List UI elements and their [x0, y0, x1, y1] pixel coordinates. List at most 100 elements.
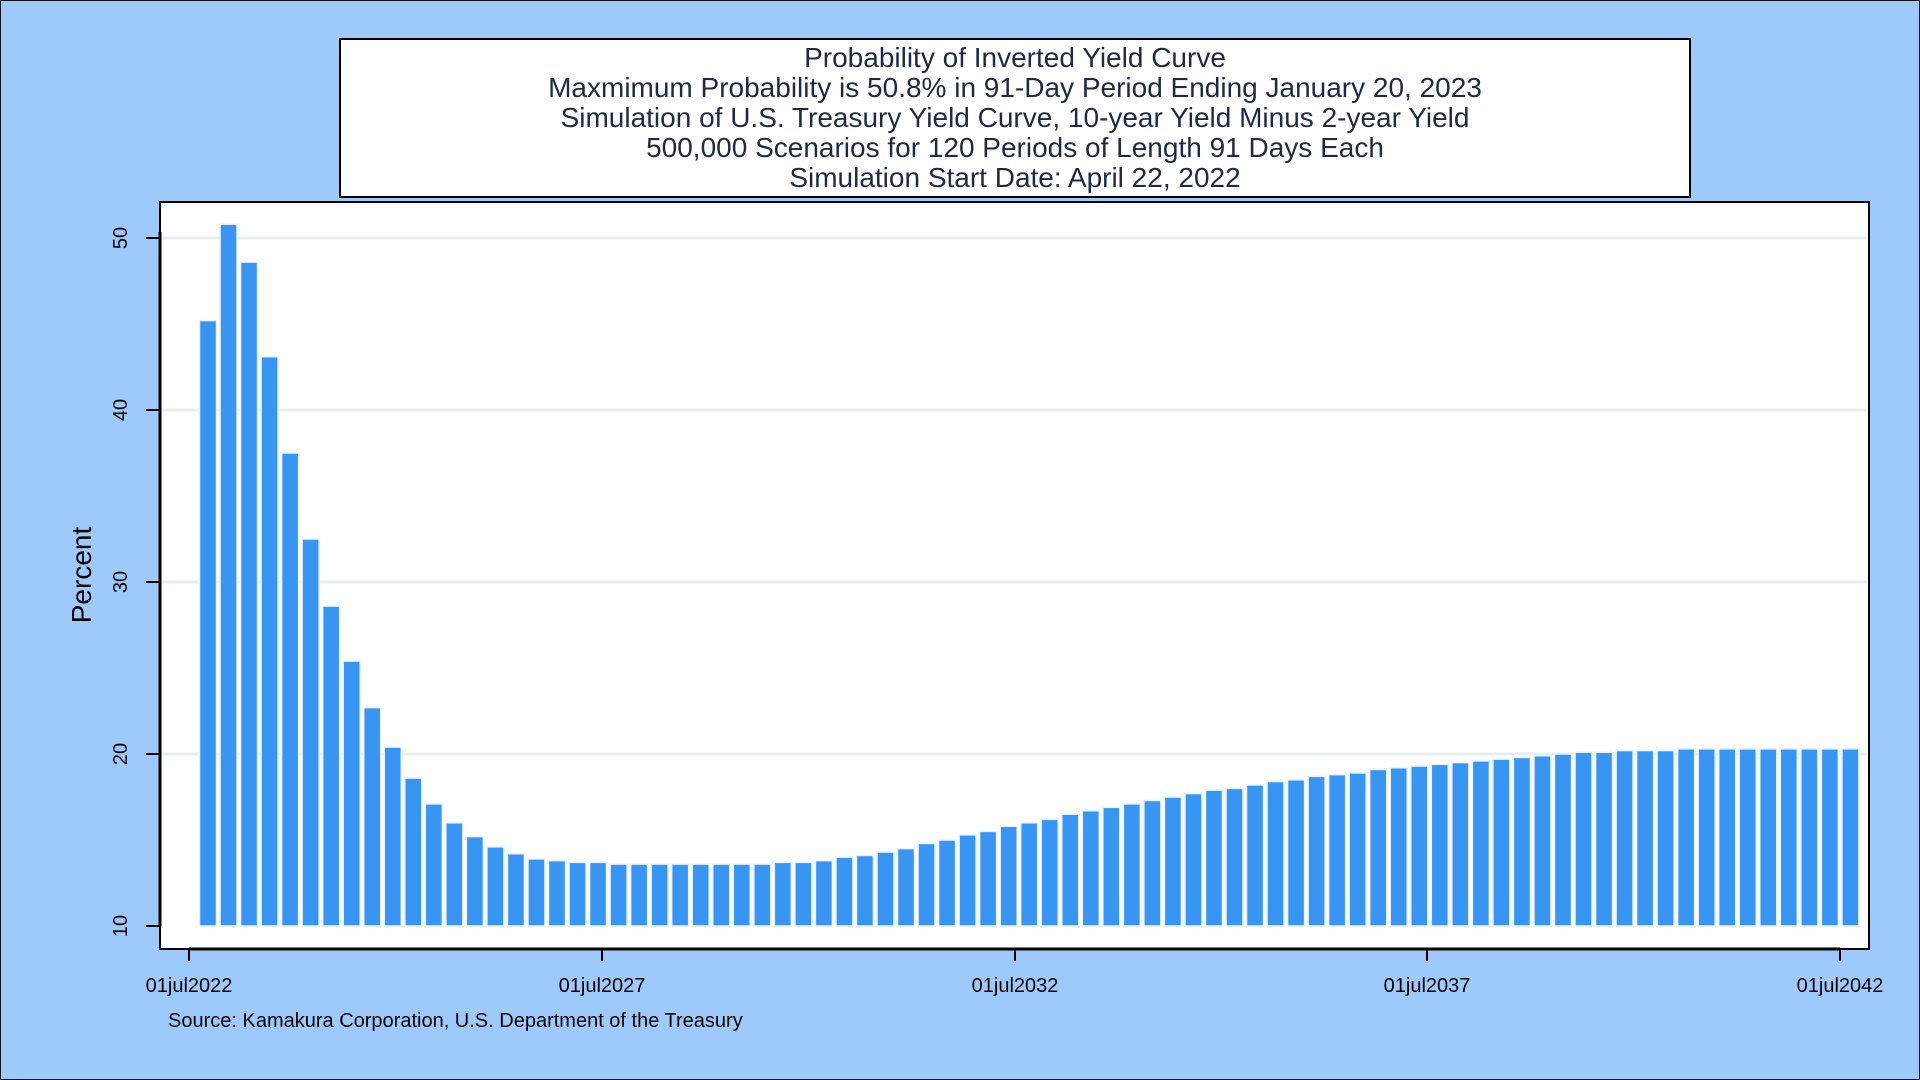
- bar: [1143, 799, 1162, 927]
- bars: [198, 223, 1860, 927]
- x-tick-label: 01jul2032: [972, 975, 1059, 997]
- bar: [629, 863, 649, 927]
- bar: [198, 319, 218, 927]
- bar: [1656, 749, 1675, 927]
- bar: [219, 223, 238, 927]
- bar: [1471, 760, 1491, 927]
- bar: [999, 825, 1018, 927]
- bar: [814, 859, 834, 927]
- bar: [527, 858, 546, 927]
- chart-title-line: Simulation Start Date: April 22, 2022: [789, 162, 1241, 193]
- bar: [1430, 763, 1450, 927]
- bar: [1163, 796, 1183, 927]
- bar: [1327, 773, 1347, 927]
- bar: [547, 859, 567, 927]
- y-tick-label: 40: [110, 399, 132, 421]
- bar: [1553, 753, 1573, 927]
- bar: [321, 605, 341, 927]
- bar: [1286, 779, 1306, 927]
- bar: [239, 261, 259, 927]
- bar: [1061, 813, 1080, 927]
- grid-lines: [162, 236, 1867, 756]
- chart-title-line: 500,000 Scenarios for 120 Periods of Len…: [646, 132, 1384, 163]
- bar: [1368, 768, 1388, 927]
- bar: [1122, 803, 1142, 927]
- bar: [280, 452, 300, 927]
- bar: [1348, 772, 1367, 927]
- bar: [260, 355, 279, 927]
- y-tick-label: 20: [110, 743, 132, 765]
- bar: [1492, 758, 1511, 927]
- bar: [835, 856, 854, 927]
- x-tick-label: 01jul2037: [1384, 975, 1471, 997]
- bar: [342, 660, 361, 927]
- bar: [1512, 756, 1532, 927]
- bar: [876, 851, 895, 927]
- bar: [1676, 748, 1696, 927]
- bar: [917, 842, 936, 927]
- bar: [588, 861, 608, 927]
- bar: [650, 863, 669, 927]
- bar: [712, 863, 731, 927]
- bar: [1574, 751, 1593, 927]
- bar: [732, 863, 752, 927]
- bar: [937, 839, 957, 927]
- y-tick-label: 30: [110, 571, 132, 593]
- x-axis-ticks: 01jul2022 01jul2027 01jul2032 01jul2037 01ju…: [146, 949, 1884, 997]
- bar: [1225, 787, 1244, 927]
- bar: [404, 777, 423, 927]
- bar: [1635, 749, 1655, 927]
- bar: [1040, 818, 1059, 927]
- bar: [1841, 748, 1860, 927]
- bar: [1800, 748, 1819, 927]
- bar: [1451, 761, 1470, 927]
- bar: [1245, 784, 1265, 927]
- source-note: Source: Kamakura Corporation, U.S. Depar…: [168, 1010, 743, 1032]
- y-tick-label: 50: [110, 227, 132, 249]
- bar: [424, 803, 444, 927]
- bar: [465, 835, 485, 927]
- bar: [1717, 748, 1737, 927]
- bar: [1204, 789, 1224, 927]
- bar: [691, 863, 710, 927]
- bar: [486, 846, 505, 927]
- bar: [609, 863, 628, 927]
- bar: [1184, 792, 1203, 927]
- bar: [301, 538, 320, 927]
- y-axis-title: Percent: [66, 527, 97, 624]
- bar: [1307, 775, 1326, 927]
- bar: [1615, 749, 1634, 927]
- x-tick-label: 01jul2022: [146, 975, 233, 997]
- bar: [855, 854, 875, 927]
- bar: [753, 863, 772, 927]
- bar: [568, 861, 587, 927]
- y-tick-label: 10: [110, 915, 132, 937]
- chart-title-line: Maxmimum Probability is 50.8% in 91-Day …: [548, 72, 1482, 103]
- bar: [1019, 822, 1039, 927]
- bar: [1102, 806, 1121, 927]
- bar: [1410, 765, 1429, 927]
- bar: [1697, 748, 1716, 927]
- bar: [1533, 754, 1552, 927]
- bar: [506, 853, 526, 927]
- bar: [1738, 748, 1757, 927]
- bar: [383, 746, 403, 927]
- chart-title-line: Probability of Inverted Yield Curve: [804, 42, 1226, 73]
- bar: [1779, 748, 1799, 927]
- y-axis-ticks: 10 20 30 40 50: [110, 227, 160, 937]
- bar: [896, 847, 916, 927]
- bar: [670, 863, 690, 927]
- bar: [1820, 748, 1840, 927]
- bar: [1594, 751, 1614, 927]
- chart-title-line: Simulation of U.S. Treasury Yield Curve,…: [560, 102, 1470, 133]
- x-tick-label: 01jul2027: [559, 975, 646, 997]
- bar: [958, 834, 977, 927]
- bar: [1266, 780, 1285, 927]
- bar: [1759, 748, 1778, 927]
- bar: [1389, 767, 1408, 927]
- bar: [773, 861, 793, 927]
- x-tick-label: 01jul2042: [1797, 975, 1884, 997]
- bar: [362, 706, 382, 927]
- bar: [978, 830, 998, 927]
